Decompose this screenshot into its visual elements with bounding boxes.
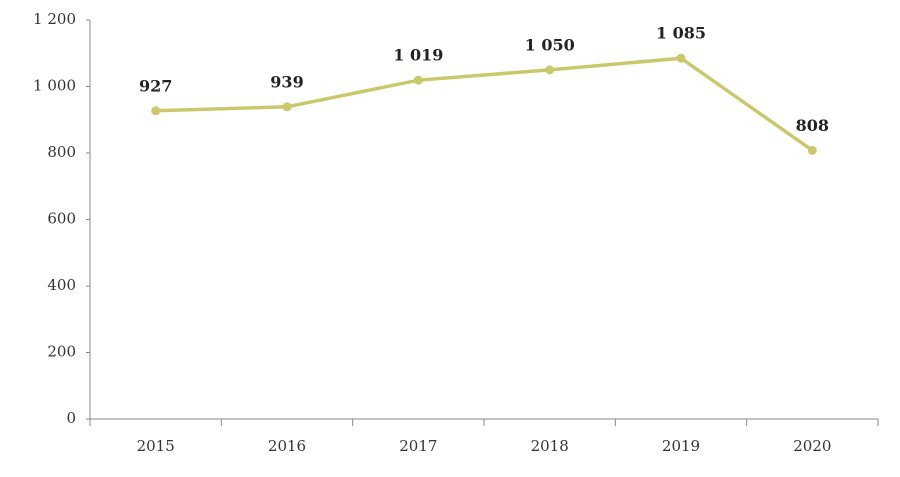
data-label: 1 050 <box>525 35 575 54</box>
y-tick-label: 200 <box>47 343 76 361</box>
y-tick-label: 800 <box>47 143 76 161</box>
point <box>282 102 292 112</box>
x-tick-label: 2018 <box>531 437 569 455</box>
point <box>151 106 161 116</box>
data-label: 939 <box>270 72 303 91</box>
y-tick-label: 1 000 <box>33 77 76 95</box>
y-tick-label: 1 200 <box>33 10 76 28</box>
line-series <box>155 56 814 152</box>
point <box>545 65 555 75</box>
y-tick-label: 600 <box>47 210 76 228</box>
x-tick-label: 2019 <box>662 437 700 455</box>
x-tick-label: 2017 <box>399 437 437 455</box>
x-tick-label: 2016 <box>268 437 306 455</box>
x-tick-label: 2020 <box>793 437 831 455</box>
data-label: 808 <box>796 116 829 135</box>
point <box>807 145 817 155</box>
data-label: 927 <box>139 76 172 95</box>
data-label: 1 019 <box>393 46 443 65</box>
x-tick-label: 2015 <box>137 437 175 455</box>
y-tick-label: 0 <box>66 409 76 427</box>
data-label: 1 085 <box>656 24 706 43</box>
y-tick-label: 400 <box>47 276 76 294</box>
point <box>676 53 686 63</box>
point <box>413 75 423 85</box>
